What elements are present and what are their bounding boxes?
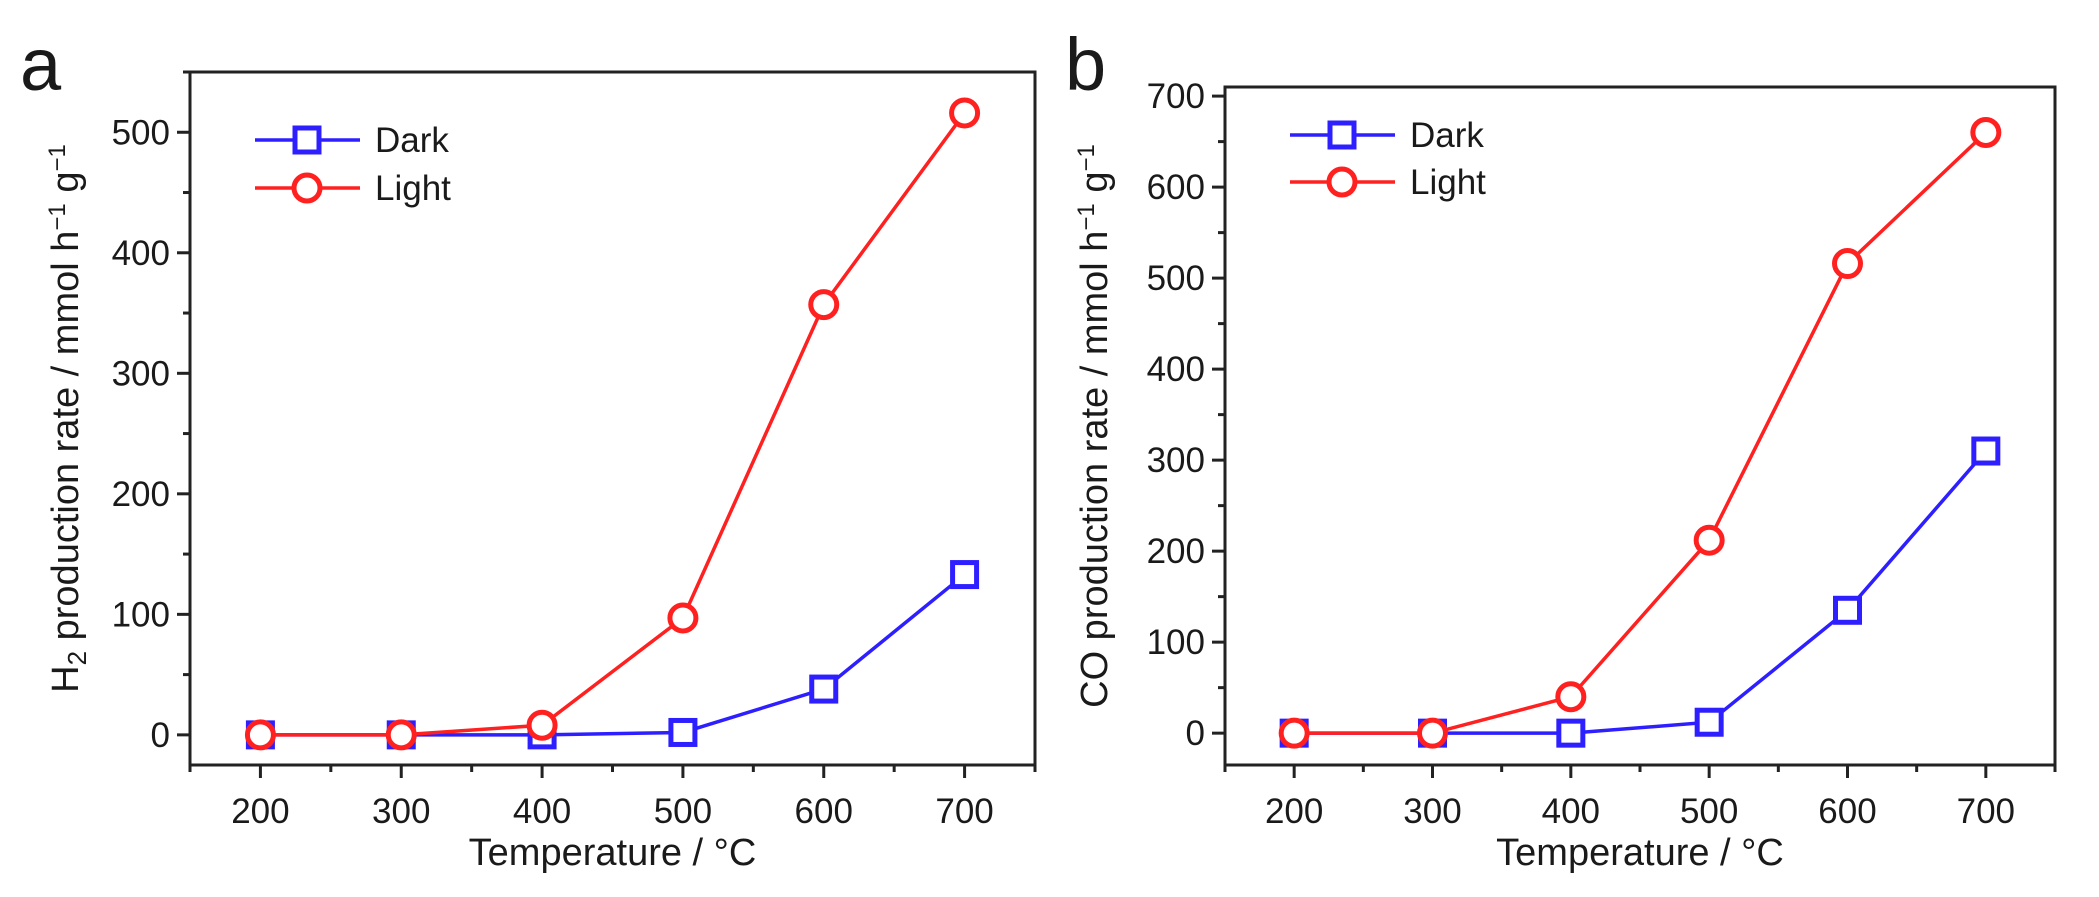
x-axis-title: Temperature / °C bbox=[469, 832, 757, 874]
legend-entry-dark: Dark bbox=[255, 121, 449, 160]
x-tick-label: 600 bbox=[795, 792, 853, 831]
y-axis-title: H2 production rate / mmol h−1 g−1 bbox=[44, 144, 92, 693]
series-line-dark bbox=[1294, 449, 1988, 735]
data-point-light bbox=[244, 719, 276, 751]
data-point-dark bbox=[668, 717, 698, 747]
data-point-light bbox=[1555, 681, 1587, 713]
plot-frame bbox=[188, 70, 1037, 767]
legend-label: Light bbox=[1410, 163, 1486, 202]
y-tick-label: 700 bbox=[1147, 77, 1205, 116]
data-point-light bbox=[667, 602, 699, 634]
series-line-light bbox=[260, 111, 966, 737]
y-tick-label: 600 bbox=[1147, 168, 1205, 207]
y-axis-title: CO production rate / mmol h−1 g−1 bbox=[1073, 144, 1116, 708]
data-point-light bbox=[808, 289, 840, 321]
legend-entry-dark: Dark bbox=[1290, 116, 1484, 155]
chart-panel-b: b 200 300 400 500 600 700 0 100 200 300 400 500 600 70… bbox=[1065, 23, 2057, 874]
y-tick-label: 100 bbox=[112, 595, 170, 634]
data-point-dark bbox=[809, 674, 839, 704]
x-tick-label: 400 bbox=[1542, 792, 1600, 831]
legend-marker-circle bbox=[291, 172, 323, 204]
data-point-light bbox=[1970, 117, 2002, 149]
data-point-dark bbox=[1694, 707, 1724, 737]
panel-label: b bbox=[1065, 23, 1106, 106]
x-tick-label: 300 bbox=[1403, 792, 1461, 831]
y-title-unit: g bbox=[1074, 171, 1116, 203]
legend-label: Light bbox=[375, 169, 451, 208]
y-title-superscript: −1 bbox=[44, 144, 71, 171]
y-tick-label: 0 bbox=[1186, 714, 1205, 753]
x-tick-label: 700 bbox=[1957, 792, 2015, 831]
data-point-dark bbox=[1971, 436, 2001, 466]
y-tick-label: 0 bbox=[151, 716, 170, 755]
y-title-superscript: −1 bbox=[44, 203, 71, 230]
data-point-light bbox=[526, 709, 558, 741]
data-point-light bbox=[949, 97, 981, 129]
legend-entry-light: Light bbox=[1290, 163, 1486, 202]
data-point-dark bbox=[1833, 595, 1862, 625]
x-tick-label: 300 bbox=[372, 792, 430, 831]
y-title-unit: g bbox=[45, 172, 87, 204]
y-title-text: production rate / mmol h bbox=[45, 231, 87, 651]
x-axis-title: Temperature / °C bbox=[1496, 832, 1784, 874]
data-point-light bbox=[385, 719, 417, 751]
y-title-main: CO bbox=[1074, 651, 1116, 708]
legend-marker-circle bbox=[1326, 166, 1358, 198]
legend-label: Dark bbox=[375, 121, 449, 160]
x-tick-label: 500 bbox=[654, 792, 712, 831]
legend-marker-square bbox=[1327, 120, 1357, 150]
y-tick-label: 500 bbox=[112, 113, 170, 152]
x-tick-label: 200 bbox=[1265, 792, 1323, 831]
x-tick-label: 200 bbox=[231, 792, 289, 831]
x-tick-label: 400 bbox=[513, 792, 571, 831]
y-tick-label: 500 bbox=[1147, 259, 1205, 298]
x-tick-label: 500 bbox=[1680, 792, 1738, 831]
series-line-dark bbox=[260, 573, 966, 737]
y-title-subscript: 2 bbox=[62, 651, 92, 665]
x-tick-label: 700 bbox=[935, 792, 993, 831]
y-tick-label: 400 bbox=[1147, 350, 1205, 389]
y-tick-label: 200 bbox=[1147, 532, 1205, 571]
series-line-light bbox=[1294, 131, 1988, 735]
data-point-light bbox=[1278, 717, 1310, 749]
data-point-light bbox=[1417, 717, 1448, 749]
data-point-light bbox=[1832, 248, 1863, 280]
data-point-dark bbox=[1556, 718, 1586, 748]
legend-label: Dark bbox=[1410, 116, 1484, 155]
legend-marker-square bbox=[292, 125, 322, 155]
y-tick-label: 200 bbox=[112, 475, 170, 514]
panel-label: a bbox=[20, 23, 62, 106]
y-title-text: production rate / mmol h bbox=[1074, 231, 1116, 651]
y-tick-label: 100 bbox=[1147, 623, 1205, 662]
x-tick-label: 600 bbox=[1818, 792, 1876, 831]
y-tick-label: 300 bbox=[1147, 441, 1205, 480]
data-point-light bbox=[1693, 524, 1725, 556]
y-title-superscript: −1 bbox=[1073, 203, 1100, 230]
y-tick-label: 300 bbox=[112, 354, 170, 393]
y-title-main: H bbox=[45, 665, 87, 692]
y-tick-label: 400 bbox=[112, 234, 170, 273]
legend-entry-light: Light bbox=[255, 169, 451, 208]
data-point-dark bbox=[950, 560, 980, 590]
y-title-superscript: −1 bbox=[1073, 144, 1100, 171]
